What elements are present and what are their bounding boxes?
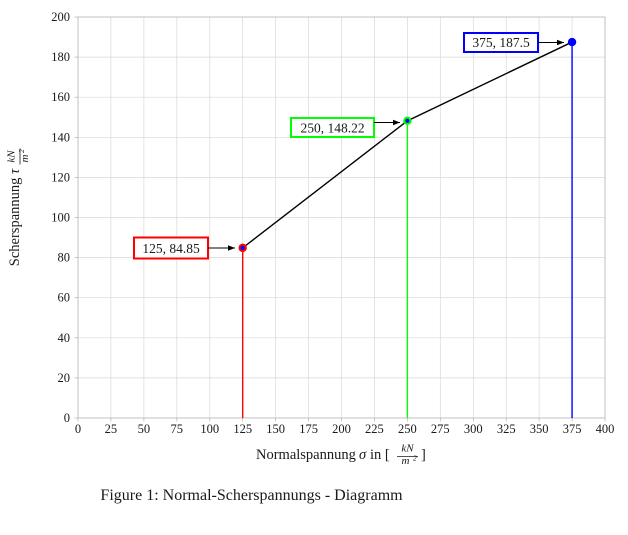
svg-text:0: 0 bbox=[64, 411, 70, 425]
svg-text:in [: in [ bbox=[370, 447, 390, 463]
svg-text:350: 350 bbox=[530, 422, 549, 436]
svg-text:50: 50 bbox=[138, 422, 151, 436]
svg-text:100: 100 bbox=[51, 211, 70, 225]
svg-text:2: 2 bbox=[17, 149, 26, 153]
svg-text:75: 75 bbox=[171, 422, 184, 436]
svg-text:200: 200 bbox=[51, 10, 70, 24]
svg-text:250, 148.22: 250, 148.22 bbox=[300, 120, 364, 135]
svg-text:Figure 1: Normal-Scherspannung: Figure 1: Normal-Scherspannungs - Diagra… bbox=[100, 487, 403, 504]
svg-text:σ: σ bbox=[359, 447, 367, 463]
svg-text:25: 25 bbox=[105, 422, 118, 436]
svg-text:0: 0 bbox=[75, 422, 81, 436]
svg-text:Normalspannung: Normalspannung bbox=[256, 447, 356, 463]
svg-text:125, 84.85: 125, 84.85 bbox=[142, 241, 200, 256]
svg-text:80: 80 bbox=[58, 251, 71, 265]
svg-text:120: 120 bbox=[51, 170, 70, 184]
svg-text:400: 400 bbox=[596, 422, 615, 436]
svg-text:125: 125 bbox=[233, 422, 252, 436]
svg-text:140: 140 bbox=[51, 130, 70, 144]
svg-text:40: 40 bbox=[58, 331, 71, 345]
svg-text:180: 180 bbox=[51, 50, 70, 64]
svg-text:]: ] bbox=[421, 447, 426, 463]
svg-text:200: 200 bbox=[332, 422, 351, 436]
svg-text:250: 250 bbox=[398, 422, 417, 436]
svg-text:375, 187.5: 375, 187.5 bbox=[472, 35, 530, 50]
svg-text:Scherspannung τ: Scherspannung τ bbox=[7, 168, 23, 266]
svg-text:175: 175 bbox=[299, 422, 318, 436]
svg-text:60: 60 bbox=[58, 291, 71, 305]
svg-text:100: 100 bbox=[200, 422, 219, 436]
svg-text:300: 300 bbox=[464, 422, 483, 436]
svg-text:325: 325 bbox=[497, 422, 516, 436]
svg-text:160: 160 bbox=[51, 90, 70, 104]
svg-text:20: 20 bbox=[58, 371, 71, 385]
svg-text:m: m bbox=[19, 154, 31, 162]
svg-text:150: 150 bbox=[266, 422, 285, 436]
svg-text:kN: kN bbox=[6, 150, 18, 163]
svg-text:275: 275 bbox=[431, 422, 450, 436]
svg-text:225: 225 bbox=[365, 422, 384, 436]
svg-text:2: 2 bbox=[413, 454, 417, 463]
svg-text:375: 375 bbox=[563, 422, 582, 436]
